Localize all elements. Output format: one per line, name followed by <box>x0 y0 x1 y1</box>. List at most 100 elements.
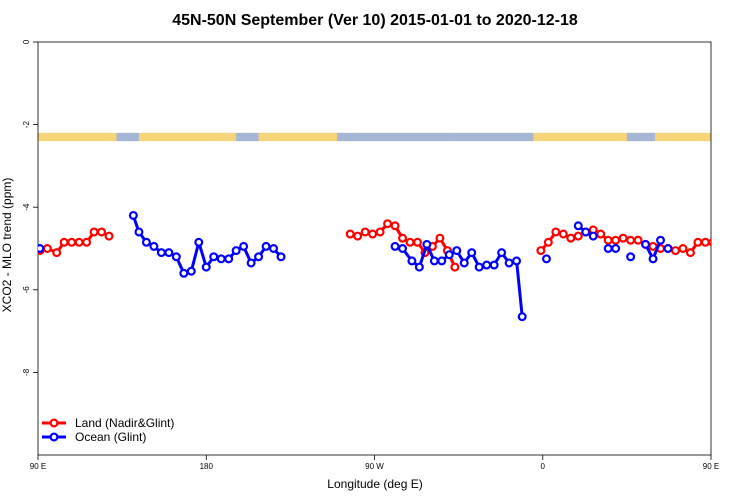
data-point <box>52 248 62 258</box>
data-point <box>383 219 393 229</box>
data-point <box>566 233 576 243</box>
data-point <box>209 252 219 262</box>
y-tick-label: -2 <box>22 120 31 128</box>
data-point <box>435 233 445 243</box>
data-point <box>246 258 256 268</box>
data-point <box>353 231 363 241</box>
data-point <box>670 246 680 256</box>
legend-label: Ocean (Glint) <box>75 430 146 444</box>
data-point <box>452 246 462 256</box>
ocean-strip-segment <box>626 132 655 142</box>
data-point <box>149 241 159 251</box>
data-point <box>239 241 249 251</box>
legend: Land (Nadir&Glint)Ocean (Glint) <box>42 416 174 444</box>
data-point <box>573 221 583 231</box>
data-point <box>724 229 731 236</box>
data-point <box>732 229 739 236</box>
data-point <box>231 246 241 256</box>
y-tick-label: -6 <box>22 286 31 294</box>
data-point <box>429 256 439 266</box>
data-point <box>216 254 226 264</box>
data-point <box>467 248 477 258</box>
y-tick-label: -4 <box>22 203 31 211</box>
data-point <box>171 252 181 262</box>
data-point <box>626 235 636 245</box>
x-tick-label: 180 <box>200 462 214 471</box>
data-point <box>504 258 514 268</box>
data-point <box>412 237 422 247</box>
data-point <box>201 262 211 272</box>
data-point <box>648 254 658 264</box>
data-point <box>398 244 408 254</box>
data-point <box>345 229 355 239</box>
data-point <box>482 260 492 270</box>
data-point <box>437 256 447 266</box>
data-point <box>375 227 385 237</box>
land-ocean-strip <box>38 132 711 142</box>
data-point <box>74 237 84 247</box>
data-point <box>618 233 628 243</box>
data-point <box>97 227 107 237</box>
data-point <box>541 254 551 264</box>
data-point <box>82 237 92 247</box>
series-ocean-glint- <box>38 210 750 322</box>
data-point <box>633 235 643 245</box>
data-point <box>678 244 688 254</box>
chart-title: 45N-50N September (Ver 10) 2015-01-01 to… <box>172 12 578 29</box>
series-line <box>735 216 750 274</box>
ocean-strip-segment <box>337 132 450 142</box>
data-point <box>685 248 695 258</box>
data-point <box>254 252 264 262</box>
data-point <box>156 248 166 258</box>
data-point <box>611 235 621 245</box>
data-point <box>224 254 234 264</box>
data-point <box>261 241 271 251</box>
data-point <box>414 262 424 272</box>
data-point <box>656 235 666 245</box>
data-point <box>596 229 606 239</box>
data-point <box>459 258 469 268</box>
legend-marker <box>49 418 59 428</box>
ocean-strip-segment <box>236 132 259 142</box>
data-point <box>390 241 400 251</box>
ocean-strip-segment <box>449 132 534 142</box>
data-point <box>444 250 454 260</box>
data-point <box>134 227 144 237</box>
data-point <box>517 312 527 322</box>
data-point <box>164 248 174 258</box>
data-point <box>543 237 553 247</box>
data-point <box>474 262 484 272</box>
data-point <box>558 229 568 239</box>
data-point <box>141 237 151 247</box>
data-point <box>179 268 189 278</box>
y-axis-label: XCO2 - MLO trend (ppm) <box>0 178 14 313</box>
x-tick-label: 90 W <box>365 462 384 471</box>
data-point <box>497 248 507 258</box>
data-point <box>368 229 378 239</box>
x-axis: 90 E 180 90 W 0 90 E <box>30 455 719 471</box>
x-axis-label: Longitude (deg E) <box>327 477 422 491</box>
data-point <box>450 262 460 272</box>
data-point <box>708 238 711 247</box>
data-point <box>739 229 746 236</box>
data-point <box>269 244 279 254</box>
y-axis: 0 -2 -4 -6 -8 <box>22 39 38 376</box>
legend-label: Land (Nadir&Glint) <box>75 416 174 430</box>
data-point <box>38 244 45 253</box>
data-point <box>67 237 77 247</box>
x-tick-label: 90 E <box>30 462 46 471</box>
data-point <box>186 266 196 276</box>
data-point <box>42 244 52 254</box>
data-point <box>663 244 673 254</box>
data-point <box>641 239 651 249</box>
data-point <box>717 239 724 246</box>
data-point <box>573 231 583 241</box>
series-layer <box>38 210 750 322</box>
data-point <box>194 237 204 247</box>
ocean-strip-segment <box>116 132 139 142</box>
data-point <box>59 237 69 247</box>
data-point <box>739 231 746 238</box>
legend-marker <box>49 432 59 442</box>
data-point <box>603 244 613 254</box>
